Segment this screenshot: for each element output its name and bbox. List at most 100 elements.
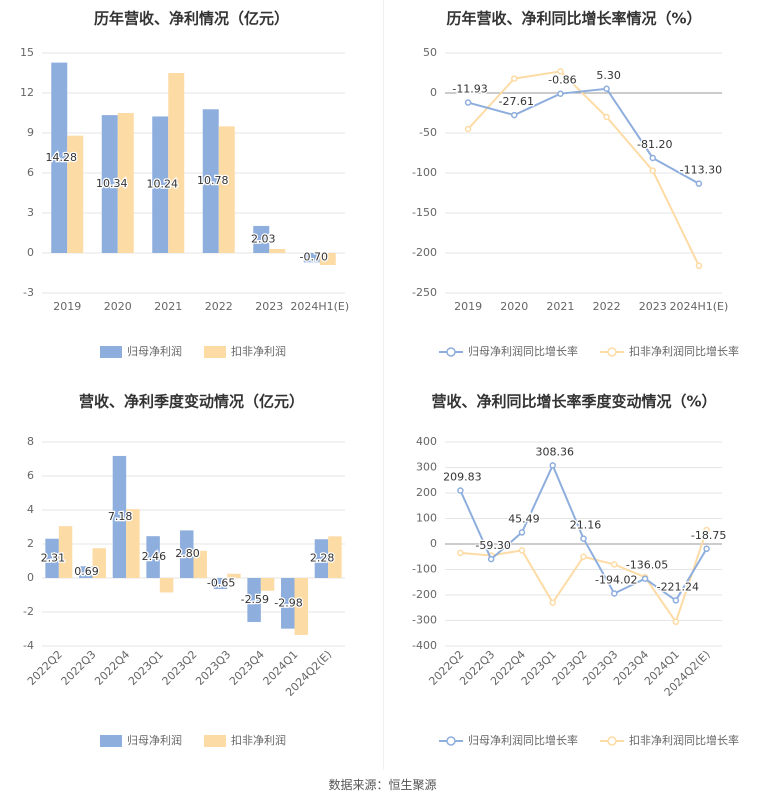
x-tick-label: 2019	[454, 300, 482, 313]
x-tick-label: 2022Q4	[92, 648, 132, 688]
y-tick-label: -250	[412, 286, 437, 299]
legend-label: 扣非净利润同比增长率	[629, 344, 739, 358]
y-tick-label: 50	[423, 46, 437, 59]
data-label: 2.80	[175, 547, 200, 560]
deducted-growth-point	[557, 68, 564, 75]
y-tick-label: 100	[416, 512, 437, 525]
data-label: 10.78	[197, 174, 229, 187]
legend-label: 扣非净利润	[231, 733, 286, 747]
data-label: 10.24	[147, 178, 179, 191]
deducted-growth-point	[518, 547, 526, 554]
deducted-profit-bar	[328, 536, 342, 578]
profit-bar	[213, 578, 228, 590]
data-label: 14.28	[46, 151, 78, 164]
profit-bar	[101, 115, 118, 253]
x-tick-label: 2020	[104, 300, 132, 313]
deducted-growth-point	[649, 167, 656, 174]
chart-svg: 营收、净利季度变动情况（亿元） -4 -2 0 2 4 6 8 2022Q22022Q32022…	[23, 393, 345, 747]
data-label: 10.34	[96, 177, 128, 190]
legend-marker	[607, 736, 617, 746]
data-label: -0.70	[300, 251, 328, 264]
x-tick-label: 2022Q2	[25, 648, 65, 688]
x-tick-label: 2023Q1	[126, 648, 166, 688]
data-label: 7.18	[108, 510, 133, 523]
profit-bar	[253, 225, 270, 253]
profit-bar	[45, 538, 59, 578]
legend-label: 归母净利润同比增长率	[468, 344, 578, 358]
annual-growth-chart: 历年营收、净利同比增长率情况（%） -250 -200 -150 -100 -50 0 50 2…	[383, 0, 765, 385]
data-label: 308.36	[535, 445, 574, 458]
deducted-profit-bar	[260, 578, 275, 591]
data-label: -2.59	[241, 593, 269, 606]
growth-point	[511, 111, 518, 119]
data-source: 数据来源：恒生聚源	[328, 778, 437, 792]
x-tick-label: 2021	[154, 300, 182, 313]
deducted-growth-point	[549, 599, 556, 606]
growth-point	[557, 90, 564, 97]
x-tick-label: 2023Q4	[227, 648, 267, 688]
data-label: 0.69	[74, 565, 99, 578]
deducted-growth-point	[511, 75, 518, 82]
data-label: -113.30	[680, 164, 722, 177]
x-tick-label: 2021	[546, 300, 574, 313]
growth-line	[467, 87, 700, 185]
data-label: -18.75	[691, 529, 726, 542]
deducted-profit-bar	[58, 526, 73, 578]
x-tick-label: 2023	[639, 300, 667, 313]
data-label: -194.02	[595, 573, 637, 586]
data-label: -136.05	[626, 559, 668, 572]
y-tick-label: 12	[20, 86, 34, 99]
deducted-profit-bar	[269, 249, 286, 253]
profit-bar	[51, 62, 68, 253]
deducted-profit-bar	[227, 573, 241, 578]
x-tick-label: 2022Q3	[59, 648, 99, 688]
legend-label: 扣非净利润同比增长率	[629, 733, 739, 747]
deducted-profit-bar	[168, 73, 185, 253]
data-label: -81.20	[637, 138, 672, 151]
x-tick-label: 2022	[593, 300, 621, 313]
deducted-profit-bar	[294, 578, 308, 635]
y-tick-label: 8	[27, 435, 34, 448]
y-tick-label: 300	[416, 461, 437, 474]
data-label: -11.93	[452, 83, 487, 96]
chart-title: 历年营收、净利情况（亿元）	[94, 10, 289, 28]
data-label: 45.49	[508, 512, 540, 525]
legend-label: 扣非净利润	[231, 344, 286, 358]
legend-swatch	[100, 346, 122, 358]
y-tick-label: -4	[23, 639, 34, 652]
y-tick-label: 9	[27, 126, 34, 139]
y-tick-label: 2	[27, 537, 34, 550]
deducted-growth-point	[603, 113, 610, 121]
profit-bar	[202, 109, 219, 254]
y-tick-label: 0	[430, 537, 437, 550]
y-tick-label: -100	[412, 563, 437, 576]
y-tick-label: -200	[412, 246, 437, 259]
data-label: -221.24	[657, 580, 699, 593]
chart-title: 营收、净利同比增长率季度变动情况（%）	[431, 393, 716, 411]
growth-point	[611, 590, 618, 597]
profit-bar	[112, 455, 127, 578]
data-label: -0.86	[548, 74, 576, 87]
data-label: 2.03	[251, 232, 276, 245]
profit-bar	[314, 539, 329, 578]
deducted-profit-bar	[218, 126, 235, 253]
growth-point	[603, 85, 610, 93]
data-label: -2.98	[274, 596, 302, 609]
y-tick-label: 400	[416, 435, 437, 448]
deducted-profit-bar	[159, 578, 174, 593]
x-tick-label: 2023Q3	[193, 648, 233, 688]
profit-bar	[247, 578, 261, 623]
deducted-profit-bar	[92, 548, 106, 578]
profit-bar	[79, 566, 93, 578]
y-tick-label: -2	[23, 605, 34, 618]
x-tick-label: 2022	[205, 300, 233, 313]
deducted-profit-bar	[193, 550, 207, 578]
vertical-divider	[383, 0, 384, 770]
y-tick-label: 6	[27, 469, 34, 482]
deducted-growth-point	[695, 262, 703, 270]
data-label: 2.46	[142, 550, 167, 563]
growth-point	[487, 555, 495, 563]
data-label: 209.83	[443, 470, 482, 483]
y-tick-label: 200	[416, 486, 437, 499]
deducted-profit-bar	[126, 509, 140, 578]
